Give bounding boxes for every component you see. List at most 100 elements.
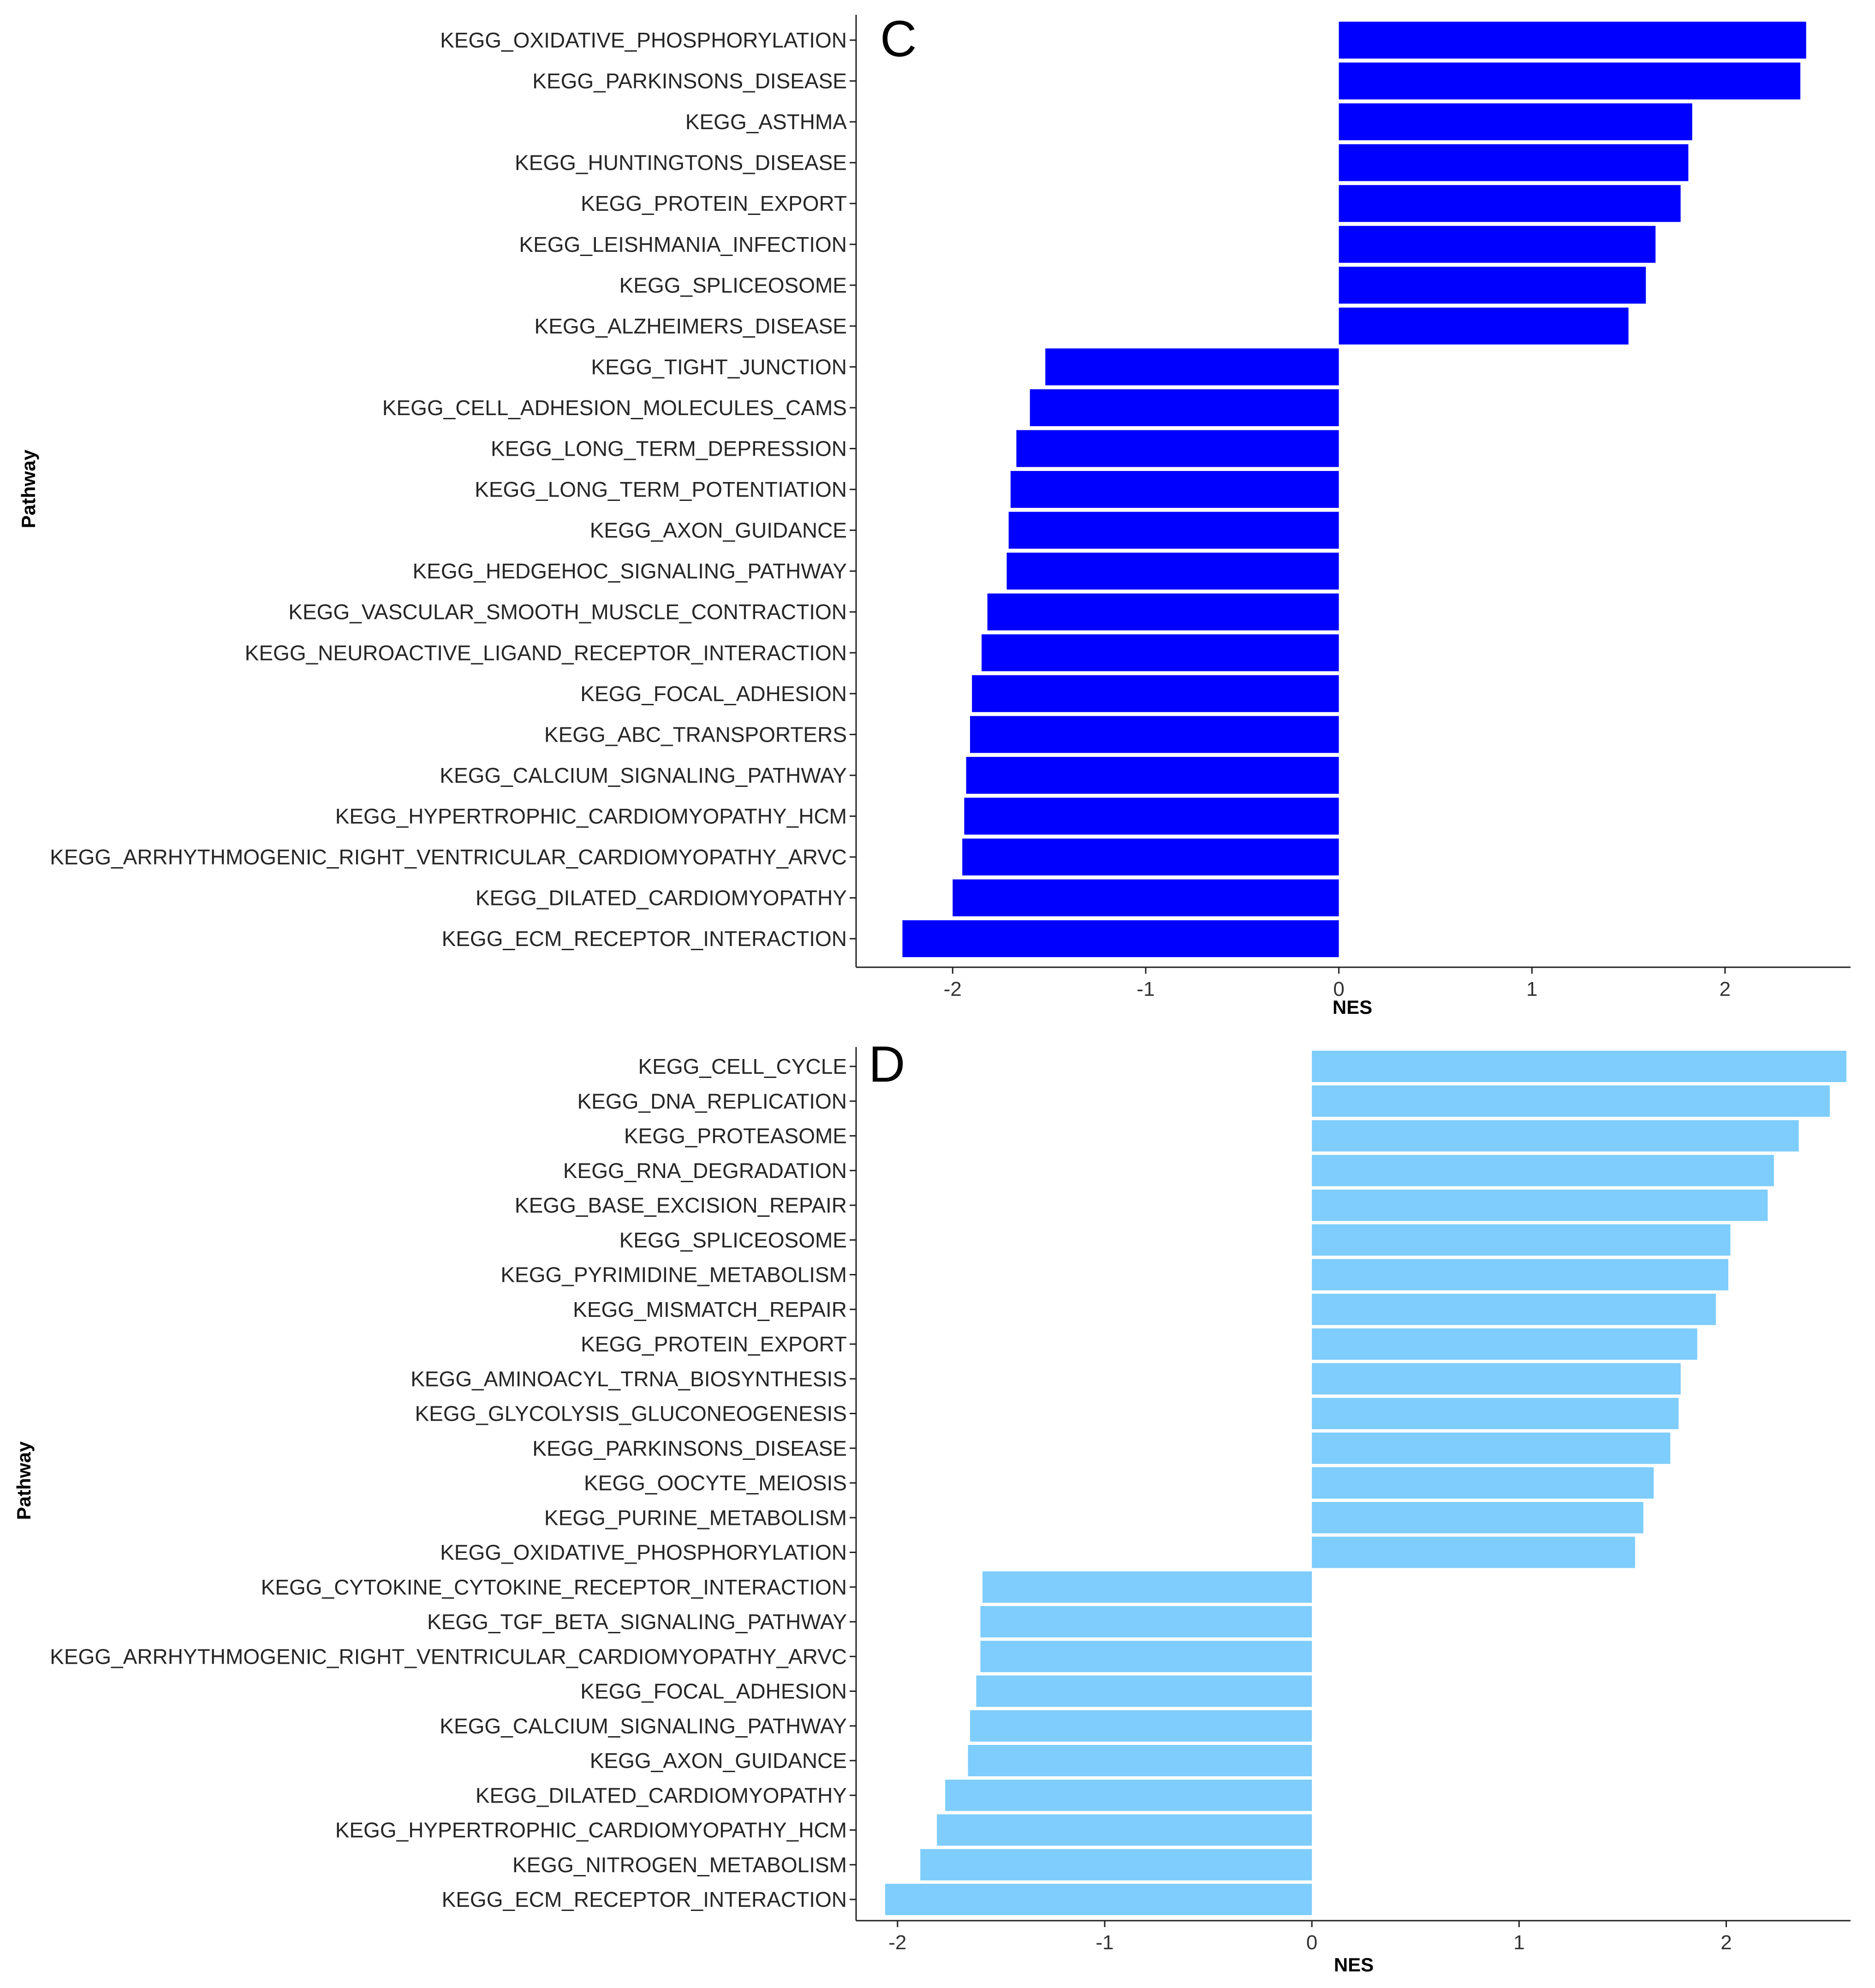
x-tick-label: 1: [1526, 978, 1537, 1000]
category-label: KEGG_HEDGEHOC_SIGNALING_PATHWAY: [413, 559, 847, 583]
category-label: KEGG_LEISHMANIA_INFECTION: [519, 232, 847, 256]
bar: [1312, 1051, 1847, 1082]
bar: [980, 1606, 1312, 1637]
category-label: KEGG_CYTOKINE_CYTOKINE_RECEPTOR_INTERACT…: [261, 1575, 847, 1599]
bar: [1030, 389, 1339, 426]
bar: [1312, 1467, 1654, 1499]
bar: [964, 798, 1339, 835]
category-label: KEGG_ARRHYTHMOGENIC_RIGHT_VENTRICULAR_CA…: [50, 845, 847, 869]
category-label: KEGG_PYRIMIDINE_METABOLISM: [500, 1263, 847, 1287]
panel-d-category-labels: KEGG_CELL_CYCLE KEGG_DNA_REPLICATION KEGG_…: [50, 1054, 847, 1911]
bar: [885, 1884, 1312, 1915]
x-tick-label: 1: [1513, 1931, 1524, 1954]
category-label: KEGG_SPLICEOSOME: [619, 273, 847, 297]
bar: [1312, 1190, 1768, 1221]
bar: [937, 1814, 1312, 1846]
bar: [1312, 1328, 1697, 1360]
category-label: KEGG_TGF_BETA_SIGNALING_PATHWAY: [427, 1610, 847, 1634]
panel-d-x-tick-labels: -2 -1 0 1 2: [888, 1931, 1732, 1954]
bar: [987, 593, 1339, 631]
category-label: KEGG_ARRHYTHMOGENIC_RIGHT_VENTRICULAR_CA…: [50, 1644, 847, 1668]
bar: [1339, 103, 1692, 141]
bar: [952, 879, 1339, 917]
category-label: KEGG_TIGHT_JUNCTION: [591, 355, 847, 379]
category-label: KEGG_LONG_TERM_POTENTIATION: [475, 477, 847, 501]
category-label: KEGG_HYPERTROPHIC_CARDIOMYOPATHY_HCM: [335, 804, 847, 828]
bar: [1312, 1363, 1681, 1395]
category-label: KEGG_GLYCOLYSIS_GLUCONEOGENESIS: [415, 1402, 847, 1426]
category-label: KEGG_HYPERTROPHIC_CARDIOMYOPATHY_HCM: [335, 1818, 847, 1842]
category-label: KEGG_DILATED_CARDIOMYOPATHY: [476, 1783, 847, 1807]
panel-d-letter: D: [869, 1036, 905, 1093]
category-label: KEGG_PROTEIN_EXPORT: [581, 1332, 847, 1356]
bar: [1045, 348, 1339, 386]
category-label: KEGG_MISMATCH_REPAIR: [573, 1298, 847, 1321]
category-label: KEGG_OXIDATIVE_PHOSPHORYLATION: [440, 1541, 847, 1565]
category-label: KEGG_CELL_ADHESION_MOLECULES_CAMS: [382, 396, 847, 420]
panel-d: KEGG_CELL_CYCLE KEGG_DNA_REPLICATION KEGG_…: [13, 1036, 1851, 1976]
bar: [970, 1710, 1312, 1742]
bar: [1006, 553, 1339, 590]
category-label: KEGG_CALCIUM_SIGNALING_PATHWAY: [440, 1714, 847, 1738]
bar: [962, 839, 1339, 875]
category-label: KEGG_ASTHMA: [685, 110, 847, 134]
bar: [1008, 512, 1339, 549]
bar: [1312, 1536, 1635, 1568]
panel-c-x-tick-labels: -2 -1 0 1 2: [944, 978, 1731, 1000]
panel-c-x-ticks: [952, 967, 1726, 974]
category-label: KEGG_ABC_TRANSPORTERS: [544, 722, 847, 746]
category-label: KEGG_FOCAL_ADHESION: [580, 682, 847, 706]
x-tick-label: -1: [1137, 978, 1155, 1000]
panel-d-x-axis-title: NES: [1334, 1954, 1374, 1976]
panel-c-y-ticks: [850, 39, 856, 940]
bar: [1312, 1085, 1830, 1117]
bar: [1312, 1224, 1731, 1256]
bar: [1312, 1259, 1728, 1291]
category-label: KEGG_VASCULAR_SMOOTH_MUSCLE_CONTRACTION: [288, 600, 847, 624]
category-label: KEGG_OXIDATIVE_PHOSPHORYLATION: [440, 28, 847, 52]
bar: [1339, 307, 1629, 345]
category-label: KEGG_AXON_GUIDANCE: [590, 1749, 847, 1773]
panel-d-y-ticks: [850, 1065, 856, 1900]
bar: [1312, 1398, 1679, 1429]
bar: [1339, 144, 1689, 181]
bar: [968, 1745, 1312, 1776]
panel-d-y-axis-title: Pathway: [13, 1441, 35, 1520]
bar: [966, 756, 1339, 794]
category-label: KEGG_PROTEIN_EXPORT: [581, 191, 847, 215]
panel-c: KEGG_OXIDATIVE_PHOSPHORYLATION KEGG_PARKI…: [18, 11, 1851, 1018]
panel-c-x-axis-title: NES: [1333, 996, 1372, 1018]
bar: [972, 675, 1339, 712]
bar: [1312, 1502, 1643, 1534]
category-label: KEGG_NEUROACTIVE_LIGAND_RECEPTOR_INTERAC…: [245, 641, 847, 665]
x-tick-label: 2: [1720, 1931, 1732, 1954]
panel-c-bars: [902, 22, 1806, 958]
category-label: KEGG_PURINE_METABOLISM: [544, 1506, 847, 1530]
category-label: KEGG_SPLICEOSOME: [619, 1228, 847, 1252]
category-label: KEGG_BASE_EXCISION_REPAIR: [515, 1193, 847, 1217]
bar: [1312, 1293, 1716, 1325]
bar: [1339, 185, 1681, 222]
bar: [970, 716, 1339, 753]
category-label: KEGG_ALZHEIMERS_DISEASE: [535, 314, 847, 338]
bar: [1312, 1120, 1799, 1152]
bar: [980, 1641, 1312, 1673]
bar: [945, 1780, 1312, 1811]
bar: [1339, 22, 1806, 59]
bar: [1339, 226, 1656, 263]
category-label: KEGG_PROTEASOME: [624, 1124, 847, 1148]
x-tick-label: -2: [888, 1931, 906, 1954]
x-tick-label: 0: [1306, 1931, 1317, 1954]
panel-c-letter: C: [880, 11, 917, 67]
bar: [1312, 1432, 1671, 1464]
category-label: KEGG_DILATED_CARDIOMYOPATHY: [476, 886, 847, 910]
bar: [982, 1571, 1312, 1603]
bar: [982, 634, 1339, 672]
category-label: KEGG_CALCIUM_SIGNALING_PATHWAY: [440, 763, 847, 787]
category-label: KEGG_CELL_CYCLE: [638, 1054, 847, 1078]
bar: [976, 1675, 1312, 1707]
bar: [1010, 471, 1339, 508]
x-tick-label: -2: [944, 978, 962, 1000]
category-label: KEGG_LONG_TERM_DEPRESSION: [491, 437, 847, 461]
